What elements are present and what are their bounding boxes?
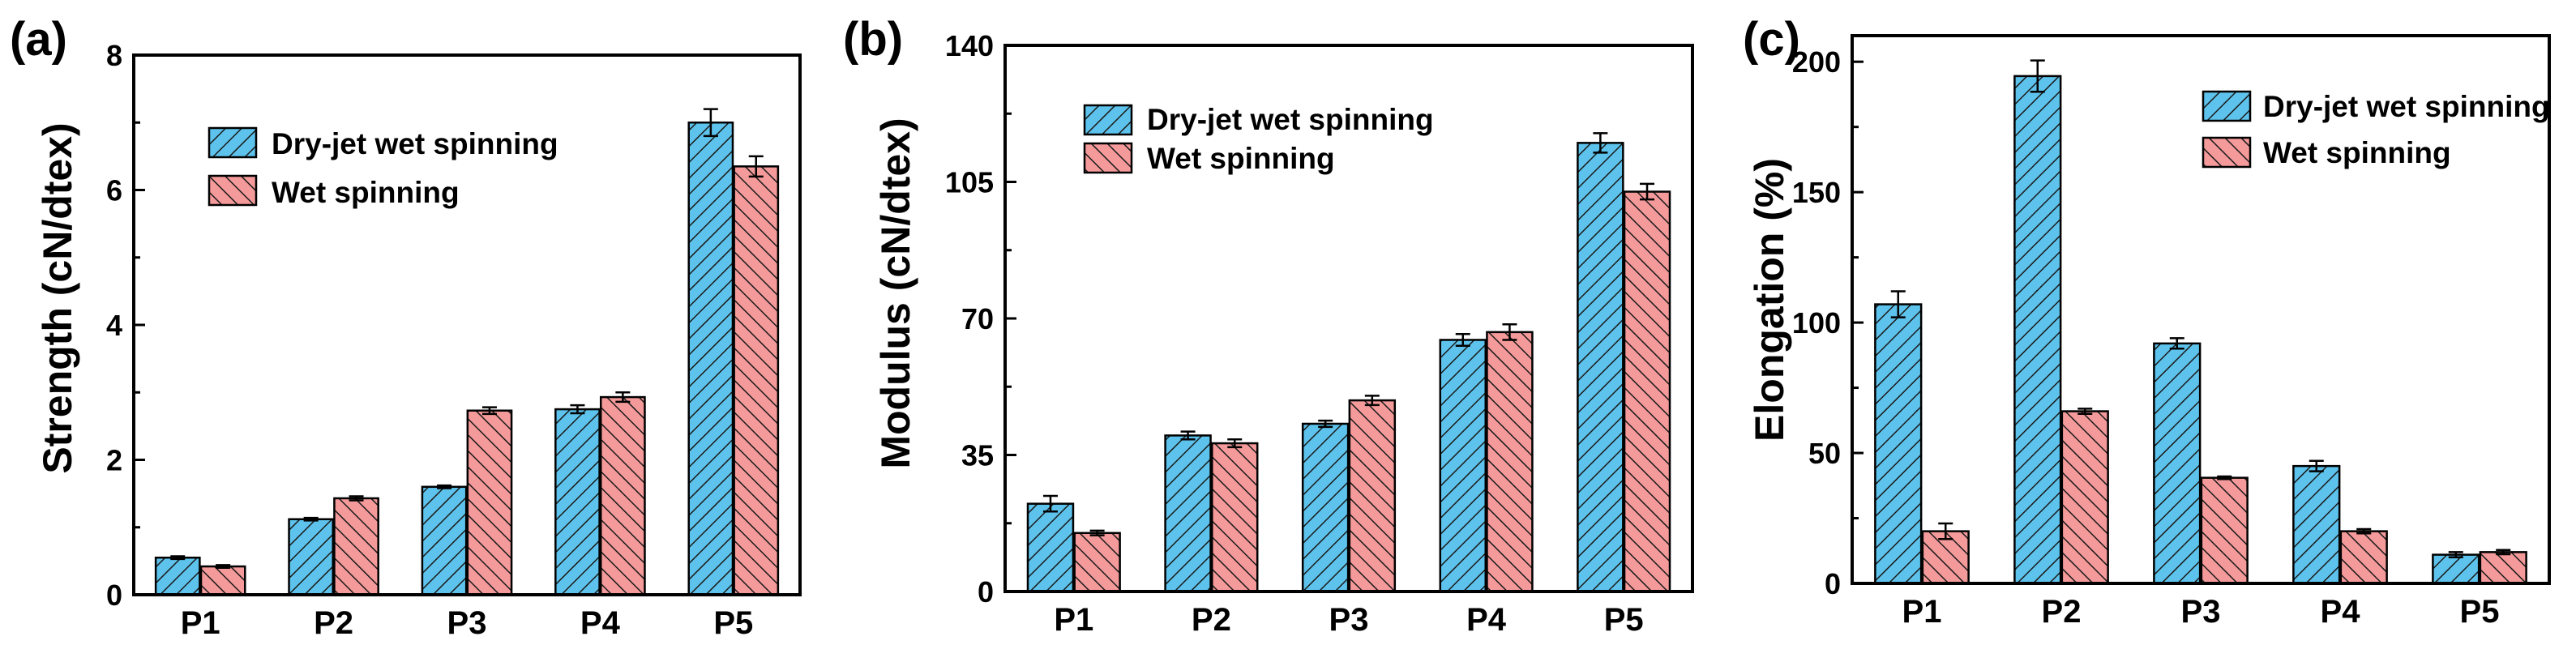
bars-group (1874, 59, 2527, 585)
legend: Dry-jet wet spinning Wet spinning (1083, 103, 1434, 175)
y-tick-label: 6 (106, 174, 122, 207)
x-tick-label-p2: P2 (2042, 594, 2082, 630)
x-tick-label-p3: P3 (1329, 602, 1369, 638)
bar-dry-jet-p1 (1026, 502, 1075, 593)
x-tick-label-p5: P5 (2460, 594, 2500, 630)
y-tick-label: 2 (106, 444, 122, 477)
bar-wet-p4 (1486, 331, 1534, 593)
legend-label-dry-jet: Dry-jet wet spinning (2263, 90, 2550, 123)
y-tick-label: 8 (106, 39, 122, 72)
y-tick-label: 200 (1792, 45, 1841, 79)
bar-dry-jet-p5 (687, 122, 734, 596)
legend-label-dry-jet: Dry-jet wet spinning (1147, 103, 1434, 136)
ticks-group: P1 P2 P3 P4 P5 0 35 70 105 140 (945, 29, 1644, 638)
legend-label-dry-jet: Dry-jet wet spinning (272, 127, 558, 160)
y-tick-label: 140 (945, 29, 994, 62)
y-tick-label: 0 (978, 575, 994, 609)
legend-swatch-dry-jet (208, 126, 258, 159)
bar-wet-p3 (2200, 476, 2249, 585)
y-axis-label: Modulus (cN/dtex) (873, 117, 918, 468)
legend: Dry-jet wet spinning Wet spinning (2202, 90, 2550, 169)
ticks-group: P1 P2 P3 P4 P5 0 2 4 6 8 (106, 39, 753, 641)
plot-frame (1003, 44, 1694, 593)
bar-wet-p2 (1210, 442, 1259, 593)
bar-dry-jet-p1 (154, 556, 201, 596)
x-tick-label-p4: P4 (580, 605, 621, 641)
bar-wet-p3 (1348, 399, 1397, 593)
x-tick-label-p5: P5 (713, 605, 753, 641)
y-tick-label: 105 (945, 166, 994, 199)
strength-chart: (a) Strength (cN/dtex) P1 P2 P3 P4 P5 0 2 4 6 8 D… (10, 13, 802, 641)
ticks-group: P1 P2 P3 P4 P5 0 50 100 150 200 (1792, 45, 2500, 630)
y-tick-label: 70 (961, 302, 994, 335)
x-tick-label-p1: P1 (1902, 594, 1942, 630)
legend-label-wet: Wet spinning (1147, 142, 1335, 175)
legend: Dry-jet wet spinning Wet spinning (208, 126, 558, 209)
x-tick-label-p5: P5 (1604, 602, 1644, 638)
y-tick-label: 0 (106, 579, 122, 612)
y-tick-label: 150 (1792, 176, 1841, 209)
y-tick-label: 50 (1808, 437, 1841, 470)
legend-label-wet: Wet spinning (2263, 136, 2451, 169)
bar-wet-p3 (466, 409, 513, 596)
x-tick-label-p2: P2 (314, 605, 353, 641)
bar-wet-p1 (1073, 532, 1121, 593)
legend-swatch-dry-jet (2202, 90, 2252, 122)
y-tick-label: 35 (961, 439, 994, 472)
y-tick-label: 0 (1825, 567, 1841, 600)
x-tick-label-p4: P4 (1466, 602, 1507, 638)
legend-swatch-dry-jet (1083, 104, 1133, 136)
bar-dry-jet-p2 (288, 518, 335, 596)
panel-label: (b) (843, 13, 903, 66)
bar-dry-jet-p2 (1164, 434, 1212, 593)
y-tick-label: 100 (1792, 306, 1841, 340)
bar-wet-p5 (733, 165, 780, 596)
bar-wet-p5 (1623, 190, 1671, 593)
legend-swatch-wet (208, 174, 258, 207)
bar-wet-p4 (599, 395, 646, 596)
legend-swatch-wet (2202, 136, 2252, 169)
bar-dry-jet-p3 (421, 485, 468, 596)
modulus-chart: (b) Modulus (cN/dtex) P1 P2 P3 P4 P5 0 35 70 105… (843, 13, 1694, 638)
x-tick-label-p3: P3 (447, 605, 487, 641)
bar-dry-jet-p5 (1577, 142, 1624, 593)
y-tick-label: 4 (106, 309, 122, 342)
bar-wet-p4 (2339, 530, 2388, 585)
bar-dry-jet-p3 (1301, 422, 1350, 593)
bar-dry-jet-p2 (2013, 75, 2062, 585)
bar-dry-jet-p4 (1439, 339, 1487, 593)
x-tick-label-p1: P1 (181, 605, 220, 641)
bar-dry-jet-p5 (2432, 553, 2480, 585)
legend-label-wet: Wet spinning (272, 176, 460, 209)
bar-dry-jet-p4 (2292, 464, 2341, 585)
y-axis-label: Strength (cN/dtex) (35, 122, 80, 473)
panel-label: (a) (10, 13, 67, 66)
bar-dry-jet-p4 (554, 408, 601, 596)
bar-wet-p2 (333, 497, 379, 596)
bars-group (1026, 132, 1671, 593)
legend-swatch-wet (1083, 142, 1133, 174)
x-tick-label-p4: P4 (2321, 594, 2361, 630)
plot-frame (132, 53, 802, 596)
bar-wet-p2 (2060, 410, 2109, 585)
x-tick-label-p2: P2 (1192, 602, 1231, 638)
bar-dry-jet-p1 (1874, 303, 1923, 585)
elongation-chart: (c) Elongation (%) P1 P2 P3 P4 P5 0 50 100 150 20… (1743, 13, 2551, 630)
x-tick-label-p1: P1 (1054, 602, 1093, 638)
bar-wet-p5 (2479, 551, 2527, 585)
panel-label: (c) (1743, 13, 1800, 66)
bars-group (154, 108, 780, 596)
bar-wet-p1 (199, 565, 246, 596)
plot-frame (1851, 34, 2551, 585)
bar-dry-jet-p3 (2153, 342, 2202, 585)
x-tick-label-p3: P3 (2181, 594, 2221, 630)
y-axis-label: Elongation (%) (1747, 158, 1792, 442)
